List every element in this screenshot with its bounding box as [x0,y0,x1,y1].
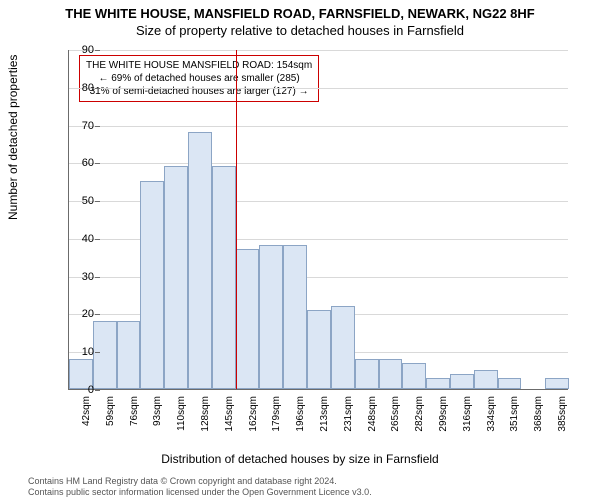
histogram-bar [93,321,117,389]
y-tick-label: 80 [64,82,94,94]
x-axis-label: Distribution of detached houses by size … [0,452,600,466]
histogram-bar [140,181,164,389]
x-tick-label: 179sqm [271,396,282,446]
x-tick-label: 316sqm [462,396,473,446]
histogram-bar [164,166,188,389]
histogram-bar [450,374,474,389]
histogram-bar [307,310,331,389]
annotation-line2: ← 69% of detached houses are smaller (28… [86,72,312,85]
histogram-bar [188,132,212,389]
gridline [69,126,568,127]
histogram-bar [236,249,260,389]
histogram-bar [212,166,236,389]
footer-line2: Contains public sector information licen… [28,487,600,498]
y-tick-label: 30 [64,271,94,283]
y-tick-label: 90 [64,44,94,56]
x-tick-label: 59sqm [105,396,116,446]
x-tick-label: 196sqm [295,396,306,446]
y-axis-label: Number of detached properties [6,55,20,220]
x-tick-label: 385sqm [557,396,568,446]
x-tick-label: 299sqm [438,396,449,446]
y-tick-label: 0 [64,384,94,396]
histogram-bar [283,245,307,389]
y-tick-label: 20 [64,308,94,320]
x-tick-label: 128sqm [200,396,211,446]
histogram-bar [259,245,283,389]
x-tick-label: 42sqm [81,396,92,446]
y-tick-label: 70 [64,120,94,132]
chart-title-main: THE WHITE HOUSE, MANSFIELD ROAD, FARNSFI… [0,0,600,21]
x-tick-label: 162sqm [248,396,259,446]
property-marker-line [236,50,237,389]
histogram-bar [402,363,426,389]
x-tick-label: 368sqm [533,396,544,446]
x-tick-label: 231sqm [343,396,354,446]
footer-line1: Contains HM Land Registry data © Crown c… [28,476,600,487]
property-annotation-box: THE WHITE HOUSE MANSFIELD ROAD: 154sqm ←… [79,55,319,102]
gridline [69,163,568,164]
gridline [69,50,568,51]
y-tick-label: 50 [64,195,94,207]
x-tick-label: 213sqm [319,396,330,446]
y-tick-label: 60 [64,157,94,169]
x-tick-label: 334sqm [486,396,497,446]
chart-footer: Contains HM Land Registry data © Crown c… [0,476,600,498]
x-tick-label: 93sqm [152,396,163,446]
annotation-line1: THE WHITE HOUSE MANSFIELD ROAD: 154sqm [86,59,312,72]
histogram-bar [545,378,569,389]
x-tick-label: 110sqm [176,396,187,446]
histogram-bar [117,321,141,389]
gridline [69,88,568,89]
x-tick-label: 248sqm [367,396,378,446]
x-tick-label: 145sqm [224,396,235,446]
histogram-bar [498,378,522,389]
histogram-bar [474,370,498,389]
chart-plot-area: THE WHITE HOUSE MANSFIELD ROAD: 154sqm ←… [68,50,568,390]
x-tick-label: 76sqm [129,396,140,446]
y-tick-label: 10 [64,346,94,358]
histogram-bar [355,359,379,389]
histogram-bar [379,359,403,389]
chart-title-sub: Size of property relative to detached ho… [0,21,600,38]
histogram-bar [426,378,450,389]
x-tick-label: 282sqm [414,396,425,446]
histogram-bar [331,306,355,389]
x-tick-label: 265sqm [390,396,401,446]
y-tick-label: 40 [64,233,94,245]
x-tick-label: 351sqm [509,396,520,446]
